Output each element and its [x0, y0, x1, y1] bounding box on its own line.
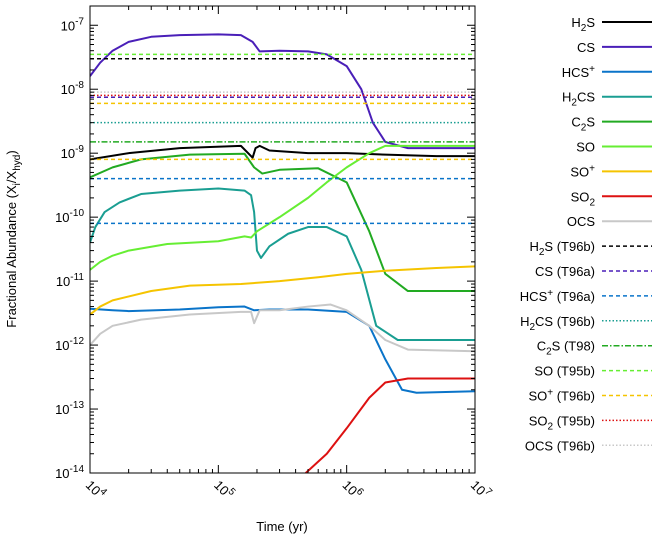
legend: H2S CS HCS+ H2CS C2S SO SO+ SO2 OCS H2S (T96b) CS …	[520, 15, 652, 453]
legend-label-h2cs-t96b: H2CS (T96b)	[520, 314, 595, 333]
y-tick-label: 10-14	[55, 464, 84, 481]
legend-label-hcs-plus: HCS+	[562, 64, 595, 80]
y-tick-label: 10-12	[55, 336, 84, 353]
legend-label-cs-t96a: CS (T96a)	[535, 264, 595, 279]
series-line-h2s	[90, 144, 475, 161]
x-tick-label: 104	[83, 476, 109, 502]
y-tick-label: 10-7	[61, 16, 85, 33]
series-line-c2s	[90, 152, 475, 293]
legend-label-so-plus-t96b: SO+ (T96b)	[528, 388, 595, 404]
series-layer	[90, 33, 475, 473]
axes-layer: 10-7 10-8 10-9 10-10 10-11 10-12 10-13 10-14104…	[55, 6, 494, 502]
legend-label-so2-t95b: SO2 (T95b)	[529, 413, 595, 432]
legend-label-so: SO	[576, 140, 595, 155]
x-tick-label: 105	[211, 476, 237, 502]
x-axis-label: Time (yr)	[256, 519, 308, 534]
legend-label-c2s-t98: C2S (T98)	[537, 339, 595, 358]
series-line-h2cs	[90, 187, 475, 342]
y-axis-label: Fractional Abundance (Xi/Xhyd)	[4, 150, 23, 327]
legend-label-hcs-plus-t96a: HCS+ (T96a)	[520, 288, 595, 304]
y-tick-label: 10-8	[61, 80, 85, 97]
x-tick-label: 106	[339, 476, 365, 502]
series-line-ocs	[90, 303, 475, 353]
legend-label-so2: SO2	[571, 189, 596, 208]
series-line-so	[90, 144, 475, 271]
x-tick-label: 107	[468, 476, 494, 502]
legend-label-ocs: OCS	[567, 214, 596, 229]
legend-label-h2s: H2S	[571, 15, 595, 34]
legend-label-c2s: C2S	[571, 115, 595, 134]
legend-label-h2s-t96b: H2S (T96b)	[529, 239, 595, 258]
legend-label-so-plus: SO+	[570, 163, 595, 179]
legend-label-ocs-t96b: OCS (T96b)	[525, 438, 595, 453]
legend-label-cs: CS	[577, 40, 595, 55]
legend-label-so-t95b: SO (T95b)	[534, 364, 595, 379]
y-tick-label: 10-13	[55, 400, 84, 417]
plot-frame	[89, 5, 476, 474]
y-tick-label: 10-11	[56, 272, 85, 289]
legend-label-h2cs: H2CS	[562, 90, 595, 109]
series-line-cs	[90, 33, 475, 150]
y-tick-label: 10-9	[61, 144, 85, 161]
y-tick-label: 10-10	[55, 208, 84, 225]
series-line-so2	[305, 377, 475, 473]
series-line-so-plus	[90, 265, 475, 316]
